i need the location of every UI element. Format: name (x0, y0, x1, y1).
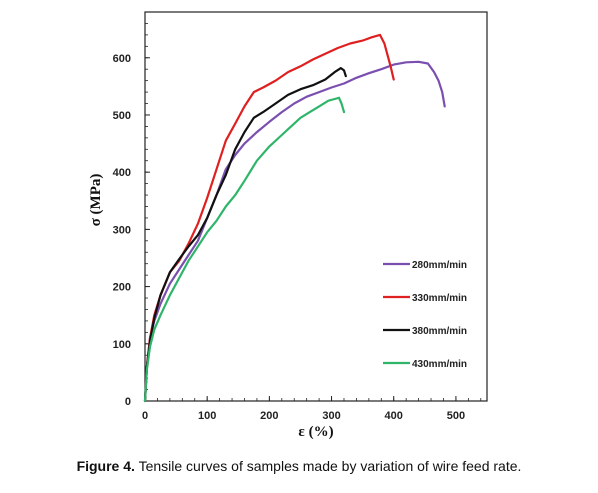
legend-label: 330mm/min (412, 293, 467, 304)
y-axis-title: σ (MPa) (88, 174, 104, 227)
x-axis-title: ε (%) (298, 424, 333, 440)
y-tick-label: 0 (125, 396, 131, 408)
x-tick-label: 200 (260, 410, 278, 422)
caption-label: Figure 4. (76, 458, 135, 474)
legend-label: 380mm/min (412, 326, 467, 337)
y-tick-label: 600 (113, 53, 131, 65)
series-line-0 (143, 60, 446, 403)
tensile-chart: 0 100 200 300 400 500 0 100 200 300 400 500 600 ε (%… (88, 11, 488, 440)
series-line-1 (143, 33, 395, 403)
legend: 280mm/min 330mm/min 380mm/min 430mm/min (383, 260, 467, 370)
figure-caption: Figure 4. Tensile curves of samples made… (0, 458, 598, 474)
y-tick-label: 100 (113, 339, 131, 351)
x-tick-label: 500 (447, 410, 465, 422)
legend-label: 430mm/min (412, 359, 467, 370)
series-line-2 (143, 66, 347, 403)
y-tick-label: 300 (113, 224, 131, 236)
y-tick-label: 500 (113, 110, 131, 122)
x-tick-label: 0 (142, 410, 148, 422)
x-tick-label: 300 (322, 410, 340, 422)
y-tick-label: 400 (113, 167, 131, 179)
plot-frame (144, 11, 488, 402)
caption-text: Tensile curves of samples made by variat… (138, 458, 522, 474)
series-line-3 (143, 96, 346, 403)
y-tick-label: 200 (113, 282, 131, 294)
legend-label: 280mm/min (412, 260, 467, 271)
axis-ticks: 0 100 200 300 400 500 0 100 200 300 400 500 600 (113, 11, 482, 422)
x-tick-label: 100 (198, 410, 216, 422)
x-tick-label: 400 (385, 410, 403, 422)
series-group (143, 33, 446, 403)
